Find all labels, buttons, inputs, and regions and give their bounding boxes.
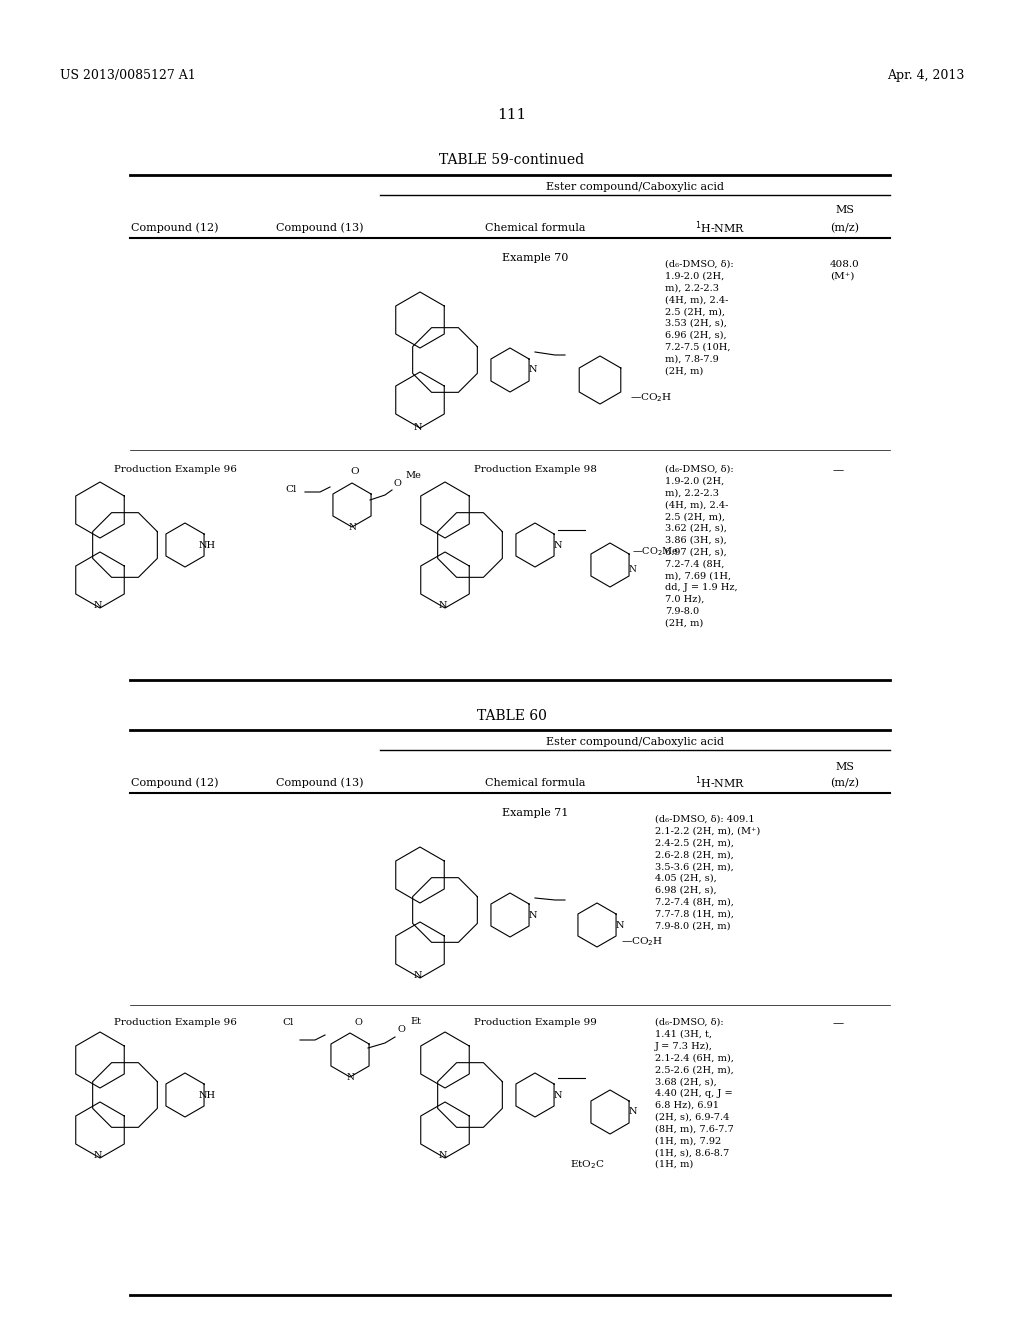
Text: Ester compound/Caboxylic acid: Ester compound/Caboxylic acid (546, 182, 724, 191)
Text: Compound (13): Compound (13) (276, 777, 364, 788)
Text: Production Example 96: Production Example 96 (114, 1018, 237, 1027)
Text: Compound (13): Compound (13) (276, 223, 364, 234)
Text: $^1$H-NMR: $^1$H-NMR (694, 219, 745, 236)
Text: N: N (628, 565, 636, 574)
Text: N: N (414, 424, 422, 433)
Text: Production Example 96: Production Example 96 (114, 465, 237, 474)
Text: NH: NH (199, 1090, 216, 1100)
Text: N: N (528, 366, 538, 375)
Text: N: N (629, 1107, 637, 1117)
Text: Me: Me (406, 471, 421, 480)
Text: Example 70: Example 70 (502, 253, 568, 263)
Text: 111: 111 (498, 108, 526, 121)
Text: Example 71: Example 71 (502, 808, 568, 818)
Text: N: N (438, 1151, 447, 1159)
Text: Chemical formula: Chemical formula (484, 223, 586, 234)
Text: N: N (528, 911, 538, 920)
Text: Cl: Cl (282, 1018, 293, 1027)
Text: (d₆-DMSO, δ):
1.9-2.0 (2H,
m), 2.2-2.3
(4H, m), 2.4-
2.5 (2H, m),
3.62 (2H, s),
: (d₆-DMSO, δ): 1.9-2.0 (2H, m), 2.2-2.3 (… (665, 465, 737, 627)
Text: (m/z): (m/z) (830, 223, 859, 234)
Text: Compound (12): Compound (12) (131, 223, 219, 234)
Text: N: N (615, 920, 625, 929)
Text: 408.0: 408.0 (830, 260, 860, 269)
Text: MS: MS (836, 205, 854, 215)
Text: N: N (554, 540, 562, 549)
Text: O: O (393, 479, 400, 487)
Text: Cl: Cl (285, 486, 296, 495)
Text: Production Example 99: Production Example 99 (473, 1018, 596, 1027)
Text: (d₆-DMSO, δ):
1.9-2.0 (2H,
m), 2.2-2.3
(4H, m), 2.4-
2.5 (2H, m),
3.53 (2H, s),
: (d₆-DMSO, δ): 1.9-2.0 (2H, m), 2.2-2.3 (… (665, 260, 733, 375)
Text: (d₆-DMSO, δ): 409.1
2.1-2.2 (2H, m), (M⁺)
2.4-2.5 (2H, m),
2.6-2.8 (2H, m),
3.5-: (d₆-DMSO, δ): 409.1 2.1-2.2 (2H, m), (M⁺… (655, 814, 760, 931)
Text: TABLE 59-continued: TABLE 59-continued (439, 153, 585, 168)
Text: $^1$H-NMR: $^1$H-NMR (694, 775, 745, 791)
Text: TABLE 60: TABLE 60 (477, 709, 547, 723)
Text: —: — (833, 465, 844, 475)
Text: (m/z): (m/z) (830, 777, 859, 788)
Text: N: N (414, 970, 422, 979)
Text: Compound (12): Compound (12) (131, 777, 219, 788)
Text: NH: NH (199, 540, 216, 549)
Text: N: N (94, 601, 102, 610)
Text: —CO$_2$H: —CO$_2$H (621, 936, 664, 948)
Text: Et: Et (410, 1018, 421, 1027)
Text: EtO$_2$C: EtO$_2$C (570, 1159, 604, 1171)
Text: O: O (354, 1018, 361, 1027)
Text: (M⁺): (M⁺) (830, 272, 854, 281)
Text: —: — (833, 1018, 844, 1028)
Text: N: N (438, 601, 447, 610)
Text: N: N (346, 1072, 354, 1081)
Text: —CO$_2$Me: —CO$_2$Me (632, 545, 679, 558)
Text: N: N (348, 523, 356, 532)
Text: N: N (94, 1151, 102, 1159)
Text: O: O (397, 1026, 404, 1035)
Text: N: N (554, 1090, 562, 1100)
Text: Apr. 4, 2013: Apr. 4, 2013 (887, 69, 964, 82)
Text: Production Example 98: Production Example 98 (473, 465, 596, 474)
Text: Chemical formula: Chemical formula (484, 777, 586, 788)
Text: —CO$_2$H: —CO$_2$H (630, 392, 673, 404)
Text: MS: MS (836, 762, 854, 772)
Text: US 2013/0085127 A1: US 2013/0085127 A1 (60, 69, 196, 82)
Text: O: O (350, 467, 359, 477)
Text: Ester compound/Caboxylic acid: Ester compound/Caboxylic acid (546, 737, 724, 747)
Text: (d₆-DMSO, δ):
1.41 (3H, t,
J = 7.3 Hz),
2.1-2.4 (6H, m),
2.5-2.6 (2H, m),
3.68 (: (d₆-DMSO, δ): 1.41 (3H, t, J = 7.3 Hz), … (655, 1018, 734, 1170)
